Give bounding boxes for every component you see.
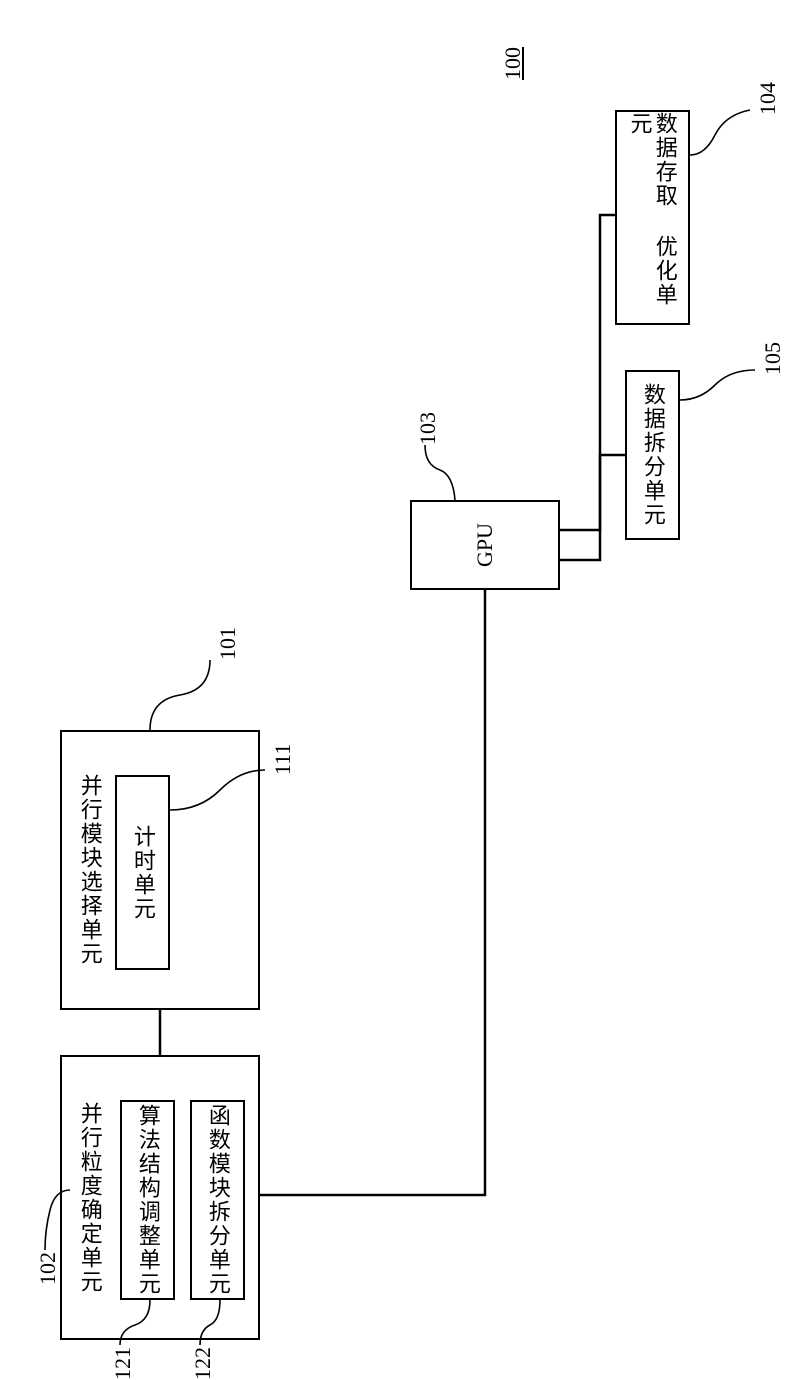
ref-103: 103 (415, 412, 441, 445)
box-101-label: 并行模块选择单元 (74, 774, 105, 966)
ref-102: 102 (35, 1252, 61, 1285)
box-func-module-split: 函数模块拆分单元 (190, 1100, 245, 1300)
box-gpu: GPU (410, 500, 560, 590)
box-122-label: 函数模块拆分单元 (202, 1104, 233, 1296)
ref-122: 122 (190, 1347, 216, 1380)
ref-121: 121 (110, 1347, 136, 1380)
diagram-title-ref: 100 (500, 47, 526, 80)
box-104-label: 数据存取 优化单元 (627, 112, 678, 323)
box-102-label: 并行粒度确定单元 (74, 1102, 105, 1294)
box-data-split: 数据拆分单元 (625, 370, 680, 540)
box-timer-unit: 计时单元 (115, 775, 170, 970)
box-103-label: GPU (472, 523, 498, 567)
diagram-canvas: 100 并行模块选择单元 计时单元 并行粒度确定单元 算法结构调整单元 函数模块… (0, 0, 800, 1361)
ref-104: 104 (755, 82, 781, 115)
box-111-label: 计时单元 (127, 825, 158, 921)
ref-101: 101 (215, 627, 241, 660)
ref-105: 105 (760, 342, 786, 375)
box-121-label: 算法结构调整单元 (132, 1104, 163, 1296)
box-algo-struct-adjust: 算法结构调整单元 (120, 1100, 175, 1300)
ref-111: 111 (270, 744, 296, 775)
box-105-label: 数据拆分单元 (637, 383, 668, 527)
box-data-access-opt: 数据存取 优化单元 (615, 110, 690, 325)
